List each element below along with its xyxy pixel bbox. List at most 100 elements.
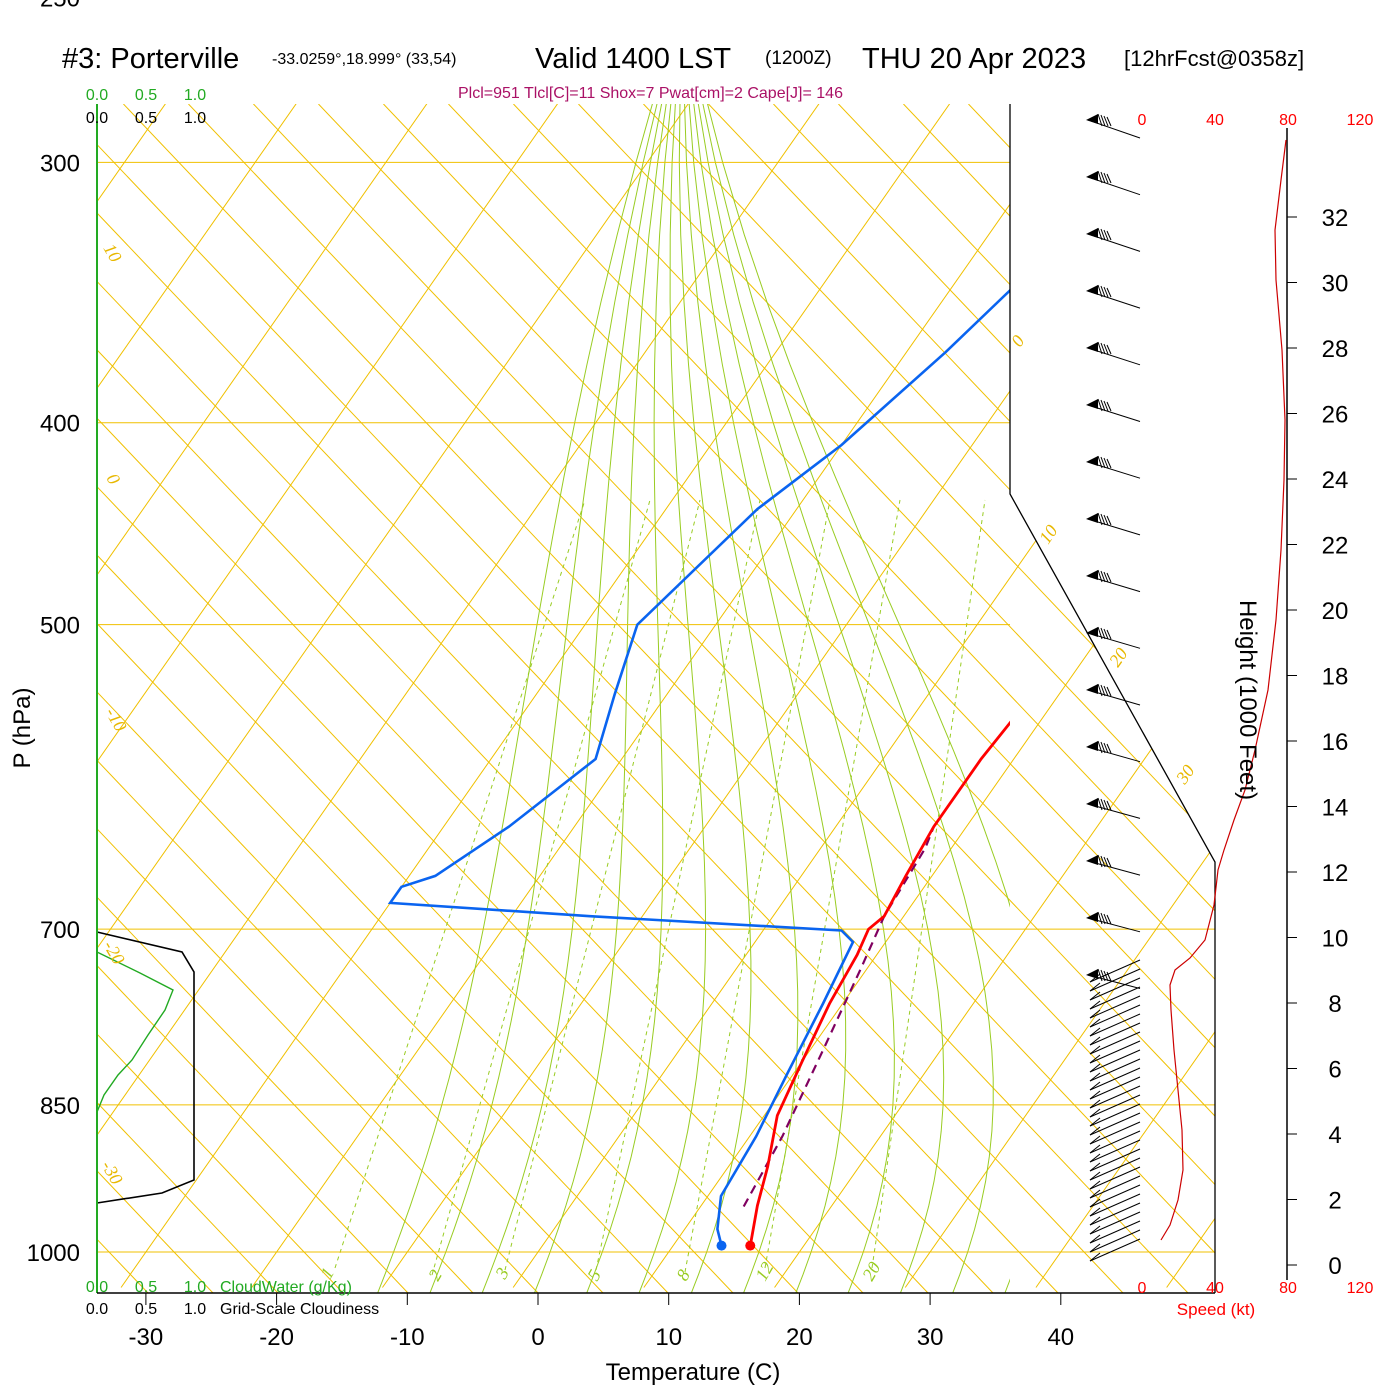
- barb-feather: [1100, 855, 1106, 868]
- barb-feather: [1106, 116, 1112, 127]
- moist-adiabat-line: [707, 104, 1010, 1293]
- isotherm-line: [1035, 104, 1215, 1288]
- dry-adiabat-line: [97, 104, 604, 1293]
- barb-pennant: [1086, 399, 1098, 409]
- mixing-ratio-line: [334, 499, 586, 1269]
- cloud-panel: [96, 931, 195, 1204]
- isotherm-label: -20: [100, 937, 129, 968]
- moist-adiabat-line: [678, 104, 752, 1293]
- moist-adiabat-line: [429, 104, 658, 1293]
- dry-adiabat-line: [97, 104, 929, 1293]
- pressure-tick-label: 250: [40, 0, 80, 12]
- barb-staff: [1089, 1085, 1141, 1109]
- dry-adiabat-line: [708, 104, 1215, 1293]
- barb-staff: [1089, 1076, 1141, 1100]
- dry-adiabat-line: [97, 104, 994, 1293]
- dry-adiabat-line: [253, 104, 1215, 1293]
- wind-barb: [1086, 227, 1141, 252]
- dry-adiabat-line: [97, 104, 344, 1293]
- cloudiness-profile: [96, 931, 195, 1204]
- barb-staff: [1089, 959, 1141, 983]
- height-tick-label: 28: [1322, 336, 1349, 363]
- barb-feather: [1089, 1117, 1101, 1127]
- isotherm-line: [1297, 0, 1400, 1287]
- barb-staff: [1089, 1022, 1141, 1046]
- cloudwater-bottom-label: 0.5: [135, 1279, 157, 1296]
- barb-feather: [1097, 341, 1103, 355]
- moist-adiabat-line: [586, 104, 672, 1293]
- surface-temperature-point: [745, 1240, 756, 1251]
- barb-feather: [1103, 742, 1109, 754]
- wind-barb: [1089, 1004, 1141, 1028]
- barb-feather: [1097, 626, 1103, 640]
- height-tick-label: 16: [1322, 729, 1349, 756]
- isotherm-label: 30: [1171, 761, 1198, 788]
- isotherm-label: 10: [100, 240, 126, 266]
- dry-adiabat-line: [383, 104, 1215, 1293]
- mixing-ratio-label: 5: [583, 1266, 605, 1284]
- barb-feather: [1089, 1009, 1101, 1019]
- barb-pennant: [1086, 171, 1098, 181]
- barb-staff: [1089, 1229, 1141, 1253]
- barb-feather: [1103, 343, 1109, 355]
- wind-barb: [1089, 1049, 1141, 1073]
- temperature-tick-label: 30: [917, 1324, 944, 1351]
- barb-feather: [1106, 914, 1112, 925]
- barb-feather: [1100, 627, 1106, 640]
- barb-feather: [1103, 799, 1109, 811]
- height-tick-label: 22: [1322, 533, 1349, 560]
- moist-adiabat-line: [688, 104, 847, 1293]
- speed-bottom-label: 0: [1138, 1280, 1147, 1297]
- barb-feather: [1089, 1090, 1101, 1100]
- moist-adiabat-line: [533, 104, 667, 1293]
- barb-feather: [1097, 227, 1103, 241]
- barb-feather: [1106, 800, 1112, 811]
- wind-barb: [1089, 1103, 1141, 1127]
- barb-feather: [1089, 1036, 1101, 1046]
- cloudiness-bottom-label: 1.0: [184, 1301, 206, 1318]
- cloudiness-top-label: 1.0: [184, 110, 206, 127]
- dewpoint-curve: [387, 288, 1010, 1246]
- height-tick-label: 18: [1322, 664, 1349, 691]
- wind-barb: [1086, 113, 1141, 139]
- valid-date: THU 20 Apr 2023: [862, 43, 1086, 75]
- moist-adiabat-group: [377, 104, 1010, 1293]
- dry-adiabat-line: [97, 104, 1189, 1293]
- barb-feather: [1097, 683, 1103, 697]
- barb-feather: [1106, 230, 1112, 241]
- temperature-tick-label: 40: [1047, 1324, 1074, 1351]
- barb-feather: [1100, 798, 1106, 811]
- isotherm-line: [251, 104, 1182, 1288]
- barb-feather: [1089, 1180, 1101, 1190]
- barb-feather: [1097, 398, 1103, 412]
- barb-staff: [1089, 1040, 1141, 1064]
- height-tick-label: 4: [1328, 1122, 1341, 1149]
- barb-feather: [1089, 1081, 1101, 1091]
- wind-barb: [1089, 1229, 1141, 1253]
- barb-feather: [1106, 515, 1112, 526]
- cloudwater-top-label: 0.0: [86, 87, 108, 104]
- moist-adiabat-line: [702, 104, 994, 1293]
- wind-barb: [1089, 977, 1141, 1001]
- wind-barb: [1089, 1139, 1141, 1163]
- barb-feather: [1106, 173, 1112, 184]
- height-tick-label: 8: [1328, 991, 1341, 1018]
- wind-barb: [1089, 1112, 1141, 1136]
- surface-dewpoint-point: [716, 1240, 727, 1251]
- wind-barb: [1089, 1193, 1141, 1217]
- barb-feather: [1100, 570, 1106, 583]
- wind-barb: [1089, 1166, 1141, 1190]
- isotherm-label: -10: [102, 704, 131, 735]
- barb-staff: [1089, 968, 1141, 992]
- dry-adiabat-line: [773, 104, 1215, 1293]
- wind-barb: [1089, 1211, 1141, 1235]
- barb-staff: [1089, 1193, 1141, 1217]
- wind-barb: [1086, 854, 1141, 876]
- pressure-tick-label: 850: [40, 1093, 80, 1120]
- isotherm-line: [97, 104, 790, 1288]
- height-tick-label: 10: [1322, 926, 1349, 953]
- temperature-tick-label: 10: [655, 1324, 682, 1351]
- wind-barb: [1089, 1175, 1141, 1199]
- barb-feather: [1100, 285, 1106, 298]
